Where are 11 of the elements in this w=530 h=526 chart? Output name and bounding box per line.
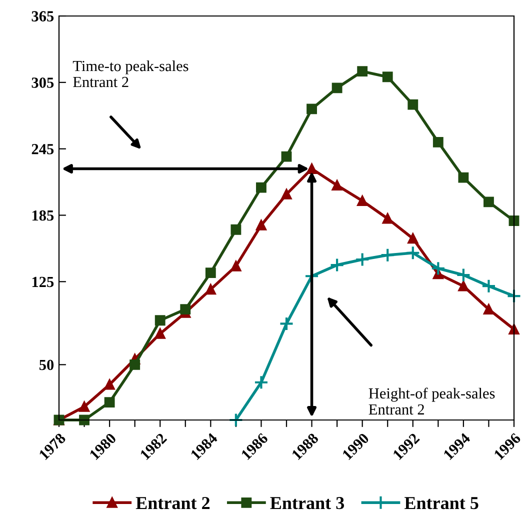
annotation: Time-to peak-sales Entrant 2 (72, 60, 188, 88)
legend-label: Entrant 5 (404, 497, 478, 510)
legend-label: Entrant 3 (270, 497, 344, 510)
y-tick-label: 185 (32, 210, 54, 221)
y-tick-label: 365 (32, 11, 54, 22)
y-tick-label: 305 (32, 78, 54, 88)
y-tick-label: 245 (32, 144, 54, 154)
legend-label: Entrant 2 (136, 497, 210, 510)
y-tick-label: 50 (39, 360, 54, 370)
y-tick-label: 125 (32, 276, 54, 288)
annotation: Height-of peak-sales Entrant 2 (368, 388, 495, 415)
